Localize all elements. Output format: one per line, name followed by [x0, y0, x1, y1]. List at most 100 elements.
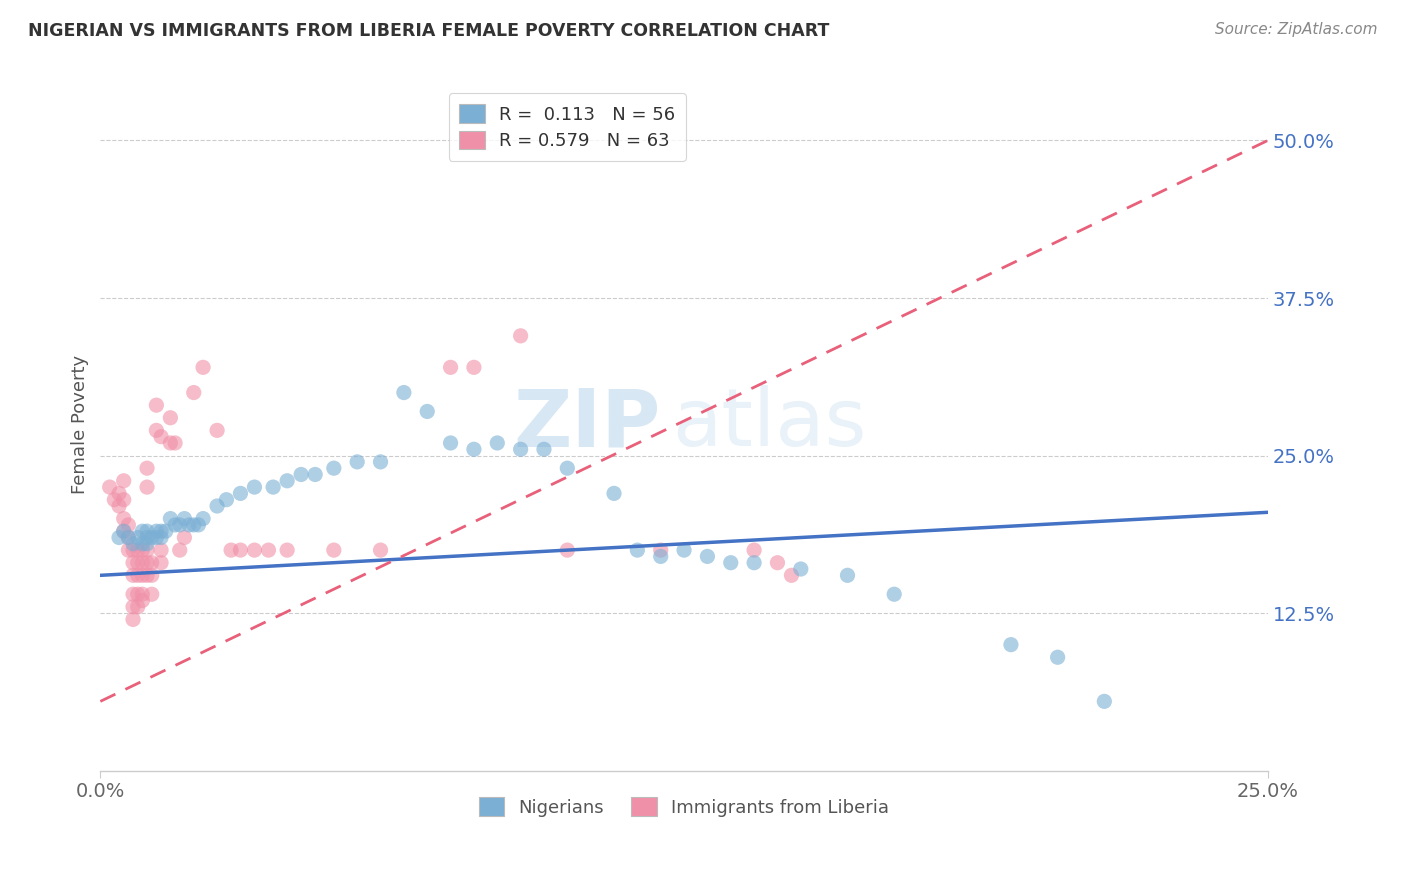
- Point: [122, 568, 145, 582]
- Point: [439, 360, 461, 375]
- Text: Source: ZipAtlas.com: Source: ZipAtlas.com: [1215, 22, 1378, 37]
- Point: [742, 556, 765, 570]
- Point: [150, 531, 173, 545]
- Point: [98, 480, 121, 494]
- Y-axis label: Female Poverty: Female Poverty: [72, 354, 89, 493]
- Point: [243, 480, 266, 494]
- Point: [108, 531, 131, 545]
- Point: [127, 556, 149, 570]
- Point: [322, 461, 344, 475]
- Point: [486, 436, 509, 450]
- Point: [219, 543, 242, 558]
- Point: [1092, 694, 1115, 708]
- Point: [155, 524, 177, 539]
- Point: [766, 556, 789, 570]
- Point: [304, 467, 326, 482]
- Point: [131, 543, 153, 558]
- Point: [780, 568, 803, 582]
- Point: [169, 517, 191, 532]
- Point: [215, 492, 238, 507]
- Point: [117, 543, 139, 558]
- Point: [290, 467, 312, 482]
- Point: [127, 599, 149, 614]
- Point: [159, 511, 181, 525]
- Point: [127, 531, 149, 545]
- Point: [191, 511, 214, 525]
- Point: [883, 587, 905, 601]
- Point: [243, 543, 266, 558]
- Point: [145, 531, 167, 545]
- Point: [509, 328, 531, 343]
- Point: [416, 404, 439, 418]
- Point: [127, 568, 149, 582]
- Point: [159, 410, 181, 425]
- Point: [136, 543, 159, 558]
- Point: [533, 442, 555, 457]
- Point: [370, 455, 392, 469]
- Point: [127, 587, 149, 601]
- Point: [165, 517, 187, 532]
- Point: [122, 587, 145, 601]
- Point: [276, 543, 298, 558]
- Point: [136, 480, 159, 494]
- Point: [122, 543, 145, 558]
- Point: [177, 517, 200, 532]
- Point: [103, 492, 125, 507]
- Point: [136, 531, 159, 545]
- Point: [150, 556, 173, 570]
- Point: [463, 360, 485, 375]
- Point: [117, 517, 139, 532]
- Point: [136, 537, 159, 551]
- Point: [136, 524, 159, 539]
- Point: [141, 587, 163, 601]
- Point: [150, 543, 173, 558]
- Point: [122, 612, 145, 626]
- Point: [392, 385, 415, 400]
- Point: [626, 543, 648, 558]
- Point: [463, 442, 485, 457]
- Point: [159, 436, 181, 450]
- Point: [169, 543, 191, 558]
- Point: [183, 385, 205, 400]
- Point: [136, 461, 159, 475]
- Point: [262, 480, 284, 494]
- Point: [108, 486, 131, 500]
- Point: [555, 543, 578, 558]
- Point: [696, 549, 718, 564]
- Point: [131, 568, 153, 582]
- Point: [131, 556, 153, 570]
- Point: [112, 524, 135, 539]
- Point: [603, 486, 626, 500]
- Point: [229, 486, 252, 500]
- Point: [112, 492, 135, 507]
- Point: [673, 543, 696, 558]
- Point: [141, 556, 163, 570]
- Point: [117, 531, 139, 545]
- Point: [131, 524, 153, 539]
- Point: [187, 517, 209, 532]
- Point: [650, 549, 672, 564]
- Point: [108, 499, 131, 513]
- Point: [439, 436, 461, 450]
- Point: [117, 531, 139, 545]
- Text: atlas: atlas: [672, 385, 866, 463]
- Point: [173, 511, 195, 525]
- Point: [742, 543, 765, 558]
- Point: [1000, 638, 1022, 652]
- Point: [790, 562, 813, 576]
- Point: [837, 568, 859, 582]
- Point: [112, 511, 135, 525]
- Point: [136, 568, 159, 582]
- Point: [112, 524, 135, 539]
- Point: [131, 537, 153, 551]
- Point: [509, 442, 531, 457]
- Point: [276, 474, 298, 488]
- Point: [145, 524, 167, 539]
- Point: [322, 543, 344, 558]
- Point: [145, 398, 167, 412]
- Point: [141, 568, 163, 582]
- Point: [122, 537, 145, 551]
- Point: [150, 524, 173, 539]
- Point: [720, 556, 742, 570]
- Point: [205, 499, 228, 513]
